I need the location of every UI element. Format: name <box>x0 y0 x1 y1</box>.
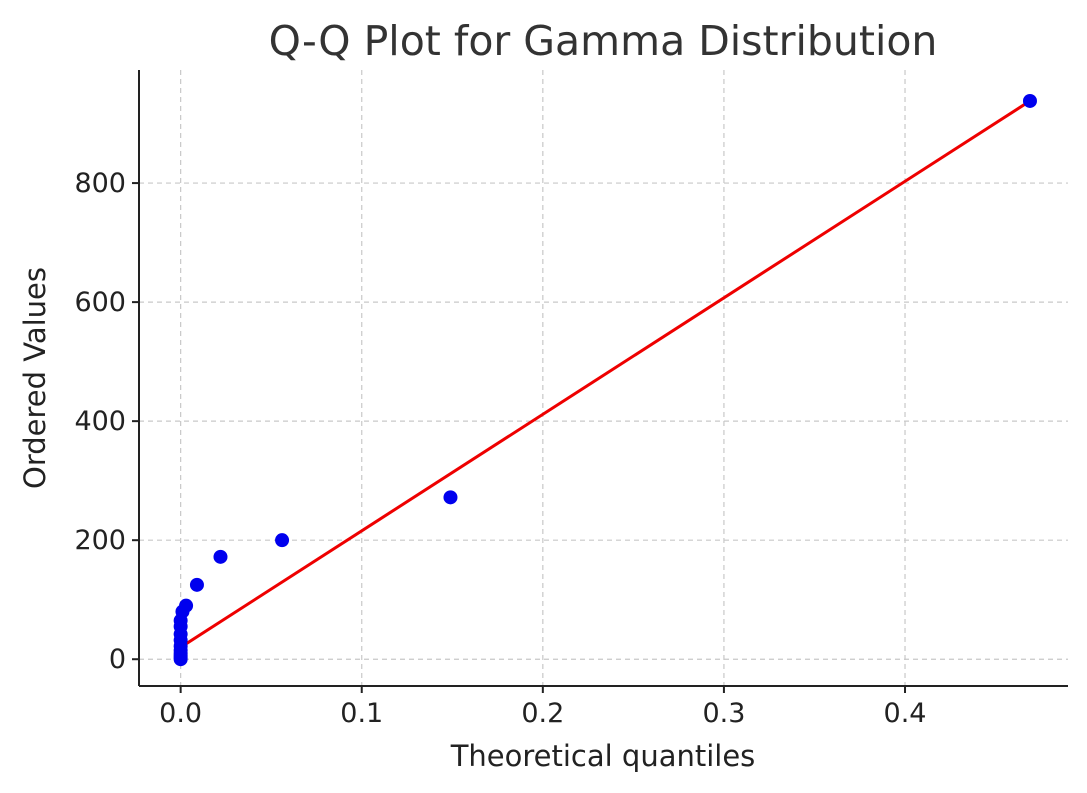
data-point <box>179 598 194 613</box>
data-points <box>173 93 1037 667</box>
grid <box>139 70 1068 686</box>
y-axis-label: Ordered Values <box>18 267 52 489</box>
data-point <box>213 549 228 564</box>
y-tick-label: 400 <box>74 406 126 437</box>
x-axis-label: Theoretical quantiles <box>450 739 756 773</box>
data-point <box>443 490 458 505</box>
x-tick-label: 0.3 <box>702 698 745 729</box>
y-axis: 0 200 400 600 800 <box>74 168 139 675</box>
y-tick-label: 600 <box>74 287 126 318</box>
y-tick-label: 200 <box>74 525 126 556</box>
y-tick-label: 800 <box>74 168 126 199</box>
reference-line <box>179 99 1031 649</box>
x-tick-label: 0.0 <box>159 698 202 729</box>
data-point <box>275 533 290 548</box>
x-axis: 0.0 0.1 0.2 0.3 0.4 <box>159 686 926 729</box>
data-point <box>1022 93 1037 108</box>
y-tick-label: 0 <box>109 644 126 675</box>
data-point <box>189 577 204 592</box>
chart-title: Q-Q Plot for Gamma Distribution <box>269 17 938 65</box>
x-tick-label: 0.4 <box>884 698 927 729</box>
x-tick-label: 0.2 <box>521 698 564 729</box>
x-tick-label: 0.1 <box>340 698 383 729</box>
